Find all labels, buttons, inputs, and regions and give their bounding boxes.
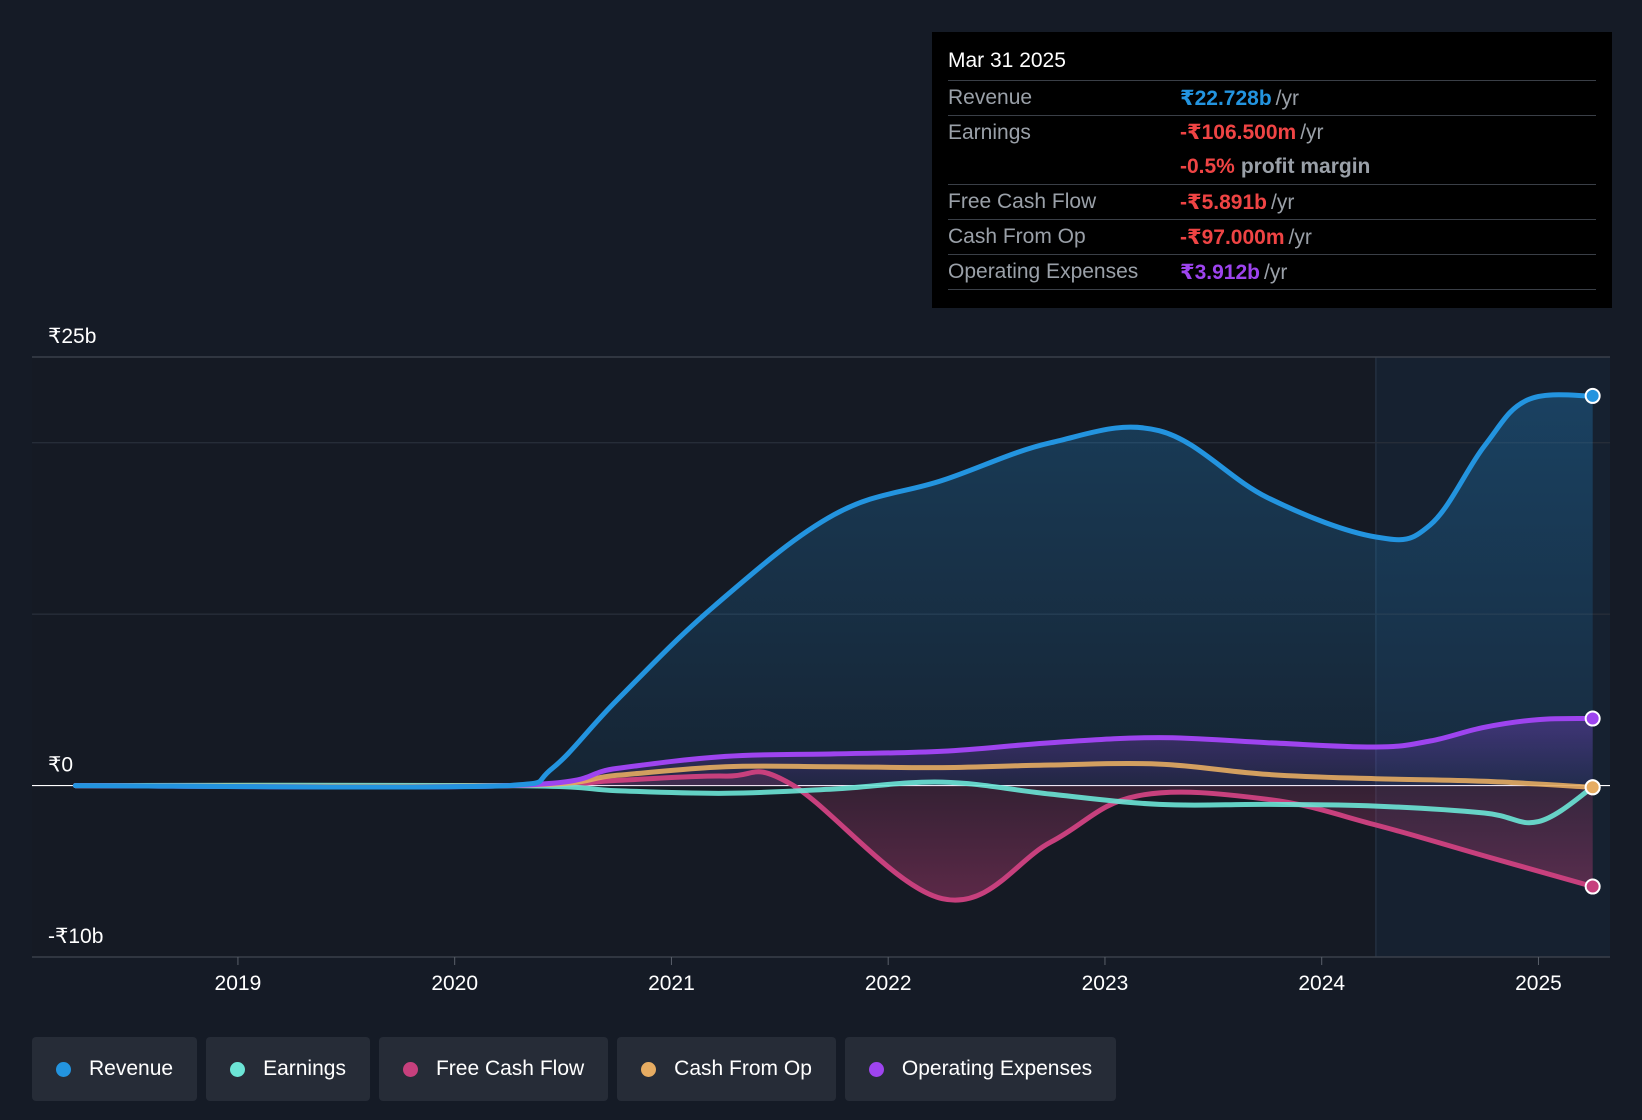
legend: Revenue Earnings Free Cash Flow Cash Fro… — [32, 1037, 1117, 1101]
tooltip-label-cfo: Cash From Op — [948, 225, 1086, 248]
x-tick-label: 2021 — [648, 972, 695, 995]
tooltip-label-opex: Operating Expenses — [948, 260, 1139, 283]
x-tick-label: 2024 — [1298, 972, 1345, 995]
legend-item-operating-expenses[interactable]: Operating Expenses — [844, 1037, 1117, 1101]
x-tick-label: 2019 — [215, 972, 262, 995]
legend-dot-icon — [402, 1061, 418, 1077]
legend-dot-icon — [230, 1061, 246, 1077]
legend-label: Cash From Op — [674, 1057, 812, 1080]
tooltip-date: Mar 31 2025 — [948, 46, 1596, 81]
legend-item-earnings[interactable]: Earnings — [206, 1037, 370, 1101]
x-tick-label: 2023 — [1082, 972, 1129, 995]
revenue-area — [75, 394, 1593, 787]
x-tick-label: 2025 — [1515, 972, 1562, 995]
tooltip-value-earnings: -₹106.500m — [1180, 121, 1297, 144]
earnings-line — [72, 779, 1596, 826]
revenue-endpoint — [1584, 387, 1601, 404]
tooltip-unit-cfo: /yr — [1288, 225, 1312, 249]
legend-label: Free Cash Flow — [435, 1057, 585, 1080]
opex-endpoint — [1584, 710, 1601, 727]
revenue-line — [72, 392, 1596, 790]
legend-dot-icon — [56, 1061, 71, 1077]
legend-item-free-cash-flow[interactable]: Free Cash Flow — [378, 1037, 609, 1101]
y-tick-label: -₹10b — [48, 925, 103, 948]
legend-item-revenue[interactable]: Revenue — [32, 1037, 198, 1101]
tooltip-unit-earnings: /yr — [1300, 121, 1324, 144]
tooltip-label-fcf: Free Cash Flow — [948, 190, 1097, 213]
series-endpoints — [1584, 387, 1601, 895]
fcf-area — [75, 771, 1593, 901]
y-axis-labels: ₹25b ₹0 -₹10b — [48, 325, 103, 948]
tooltip-value-fcf: -₹5.891b — [1180, 190, 1267, 214]
tooltip-unit-opex: /yr — [1264, 260, 1288, 284]
tooltip-margin-value: -0.5% — [1180, 155, 1235, 178]
legend-dot-icon — [868, 1061, 884, 1077]
legend-dot-icon — [641, 1061, 657, 1077]
y-tick-label: ₹25b — [48, 325, 96, 348]
legend-label: Revenue — [89, 1057, 174, 1080]
tooltip-value-cfo: -₹97.000m — [1180, 225, 1285, 249]
tooltip-value-opex: ₹3.912b — [1180, 260, 1260, 284]
x-tick-label: 2020 — [431, 972, 478, 995]
tooltip-row-cfo: Cash From Op -₹97.000m/yr — [948, 220, 1596, 255]
tooltip-unit-revenue: /yr — [1275, 86, 1299, 110]
tooltip-value-revenue: ₹22.728b — [1180, 86, 1272, 110]
tooltip-row-revenue: Revenue ₹22.728b/yr — [948, 81, 1596, 116]
tooltip-row-earnings: Earnings -₹106.500m/yr -0.5% profit margi… — [948, 116, 1596, 185]
tooltip-label-revenue: Revenue — [948, 86, 1033, 109]
y-tick-label: ₹0 — [48, 754, 73, 777]
tooltip-label-earnings: Earnings — [948, 121, 1031, 144]
tooltip-margin-label: profit margin — [1240, 155, 1371, 178]
tooltip-row-fcf: Free Cash Flow -₹5.891b/yr — [948, 185, 1596, 220]
tooltip-row-opex: Operating Expenses ₹3.912b/yr — [948, 255, 1596, 290]
x-axis: 2019 2020 2021 2022 2023 2024 2025 — [215, 957, 1562, 995]
cfo-endpoint — [1584, 779, 1601, 796]
opex-line — [72, 716, 1596, 790]
legend-label: Operating Expenses — [901, 1057, 1093, 1080]
fcf-endpoint — [1584, 878, 1601, 895]
legend-label: Earnings — [263, 1057, 346, 1080]
tooltip-unit-fcf: /yr — [1270, 190, 1295, 214]
legend-item-cash-from-op[interactable]: Cash From Op — [617, 1037, 836, 1101]
series-lines — [72, 392, 1596, 903]
x-tick-label: 2022 — [865, 972, 912, 995]
tooltip: Mar 31 2025 Revenue ₹22.728b/yr Earnings… — [932, 32, 1612, 308]
